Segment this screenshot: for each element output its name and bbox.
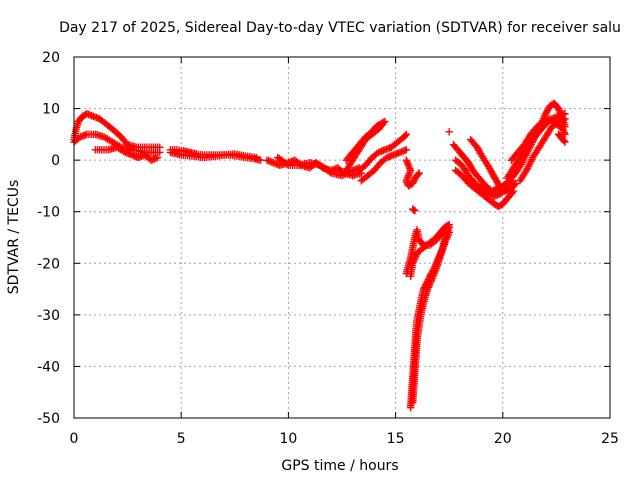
data-point [402,130,411,139]
data-point [510,180,519,189]
data-point [402,146,411,154]
data-point [445,128,453,136]
y-tick-label: -50 [37,411,60,427]
y-tick-label: 10 [42,102,60,118]
data-point [415,169,423,177]
grid [74,57,610,418]
chart-title: Day 217 of 2025, Sidereal Day-to-day VTE… [59,20,621,36]
data-point [252,153,260,162]
data-point [377,121,386,130]
y-tick-label: 20 [42,50,60,66]
plot-frame [73,56,611,419]
y-tick-label: -40 [37,359,60,375]
data-point [401,131,409,140]
y-tick-label: -20 [37,256,60,272]
data-point [445,228,453,237]
x-tick-label: 0 [70,431,79,447]
data-point [561,115,569,123]
x-tick-label: 20 [494,431,512,447]
y-tick-label: 0 [51,153,60,169]
x-tick-label: 15 [387,431,405,447]
x-tick-label: 5 [177,431,186,447]
data-point [561,130,569,139]
data-marks [70,99,569,412]
y-axis-label: SDTVAR / TECUs [6,180,22,295]
y-tick-label: -10 [37,205,60,221]
data-point [410,206,418,214]
y-tick-label: -30 [37,308,60,324]
data-point [414,170,422,179]
data-point [379,120,387,128]
data-point [511,179,520,188]
data-point [411,206,419,215]
x-tick-label: 10 [279,431,297,447]
data-point [156,148,164,157]
data-point [153,153,162,162]
data-point [560,137,568,145]
data-point [256,156,265,164]
x-tick-label: 25 [601,431,619,447]
data-point [561,138,569,146]
x-axis-label: GPS time / hours [281,458,398,474]
